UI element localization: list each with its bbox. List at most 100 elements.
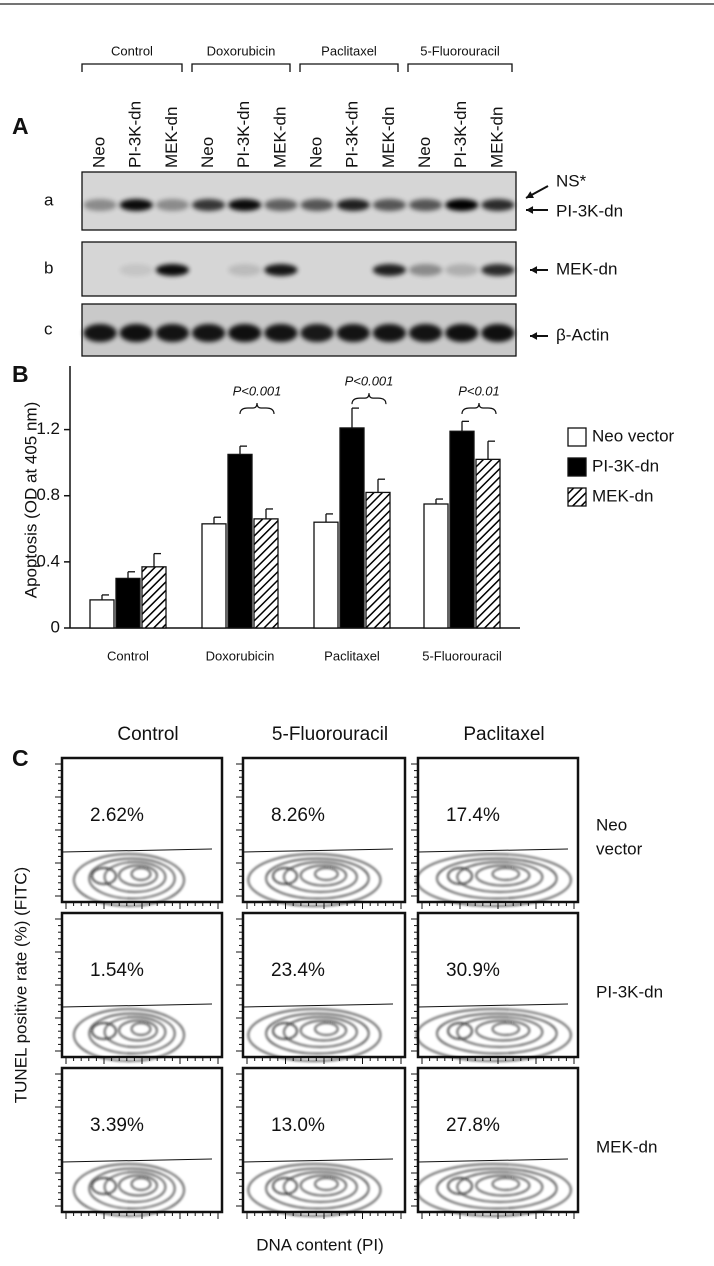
bar <box>475 458 501 629</box>
bracket <box>191 63 291 72</box>
band-label: PI-3K-dn <box>556 201 623 220</box>
blot-band <box>481 264 515 276</box>
blot-band <box>191 324 226 342</box>
gate-line <box>242 1003 394 1008</box>
bar <box>115 577 141 629</box>
y-tick-label: 0 <box>51 617 60 636</box>
contour <box>247 853 382 907</box>
bar <box>89 599 115 629</box>
blot-band <box>191 199 226 211</box>
blot-row-label: c <box>44 319 53 338</box>
contour <box>456 861 543 893</box>
blot-band <box>83 324 117 342</box>
row-label: vector <box>596 839 643 858</box>
bar <box>201 523 227 629</box>
y-axis-label: Apoptosis (OD at 405 nm) <box>21 402 40 599</box>
y-axis-label: TUNEL positive rate (%) (FITC) <box>11 867 30 1103</box>
plot-frame <box>241 1066 407 1214</box>
blot-strip <box>81 241 517 297</box>
contour <box>456 1171 543 1203</box>
contour <box>91 1022 117 1040</box>
contour <box>247 1163 382 1217</box>
contour <box>283 1016 358 1048</box>
lane-label: PI-3K-dn <box>234 101 253 168</box>
group-label: 5-Fluorouracil <box>420 43 500 58</box>
bracket <box>81 63 183 72</box>
contour <box>272 1022 298 1040</box>
bar <box>339 427 365 629</box>
bar <box>365 491 391 629</box>
percentage: 2.62% <box>90 805 144 826</box>
contour <box>300 1174 347 1197</box>
legend-label: PI-3K-dn <box>592 456 659 475</box>
x-tick-label: Doxorubicin <box>206 648 275 663</box>
group-label: Control <box>111 43 153 58</box>
lane-label: Neo <box>198 137 217 168</box>
row-label: Neo <box>596 815 627 834</box>
legend-swatch <box>567 457 587 477</box>
contour <box>283 1171 358 1203</box>
lane-label: Neo <box>415 137 434 168</box>
contour <box>314 867 339 881</box>
contour <box>475 1174 530 1197</box>
percentage: 23.4% <box>271 960 325 981</box>
contour-plot <box>416 1008 572 1062</box>
contour <box>88 1012 176 1055</box>
contour <box>300 1019 347 1042</box>
gate-line <box>417 1003 569 1008</box>
blot-strip <box>81 303 517 357</box>
contour <box>130 867 152 881</box>
significance-brace <box>461 402 497 415</box>
contour-plot <box>416 853 572 907</box>
contour-plot <box>73 853 185 907</box>
y-tick-label: 0.8 <box>36 485 60 504</box>
row-label: MEK-dn <box>596 1137 657 1156</box>
plot-frame <box>416 756 580 904</box>
arrow-head <box>530 266 538 274</box>
contour <box>300 864 347 887</box>
contour <box>436 857 558 900</box>
bar <box>253 518 279 629</box>
bar <box>449 430 475 629</box>
contour <box>475 1019 530 1042</box>
blot-band <box>228 264 262 276</box>
column-label: Control <box>117 724 178 745</box>
bar <box>423 503 449 629</box>
bracket <box>299 63 399 72</box>
blot-band <box>119 199 153 211</box>
blot-band <box>481 324 515 342</box>
significance-brace <box>351 393 387 405</box>
gate-line <box>417 848 569 853</box>
blot-row-label: a <box>44 190 54 209</box>
band-label: β-Actin <box>556 325 609 344</box>
y-tick-label: 0.4 <box>36 551 60 570</box>
percentage: 8.26% <box>271 805 325 826</box>
contour-plot <box>247 1163 382 1217</box>
lane-label: MEK-dn <box>162 107 181 168</box>
contour <box>491 1177 520 1191</box>
contour <box>88 1167 176 1210</box>
blot-band <box>264 264 298 276</box>
contour-plot <box>247 853 382 907</box>
blot-band <box>336 199 370 211</box>
blot-band <box>119 324 153 342</box>
blot-band <box>228 199 262 211</box>
bracket <box>407 63 513 72</box>
row-label: PI-3K-dn <box>596 982 663 1001</box>
blot-band <box>408 199 443 211</box>
contour <box>436 1012 558 1055</box>
blot-band <box>445 264 479 276</box>
blot-band <box>119 264 153 276</box>
gate-line <box>417 1158 569 1163</box>
contour <box>73 853 185 907</box>
annotation: P<0.001 <box>233 383 282 398</box>
blot-band <box>445 199 479 211</box>
panel-label: C <box>12 745 29 771</box>
contour <box>272 1177 298 1195</box>
contour <box>130 1177 152 1191</box>
percentage: 27.8% <box>446 1115 500 1136</box>
band-label: NS* <box>556 171 587 190</box>
plot-frame <box>241 756 407 904</box>
lane-label: Neo <box>307 137 326 168</box>
